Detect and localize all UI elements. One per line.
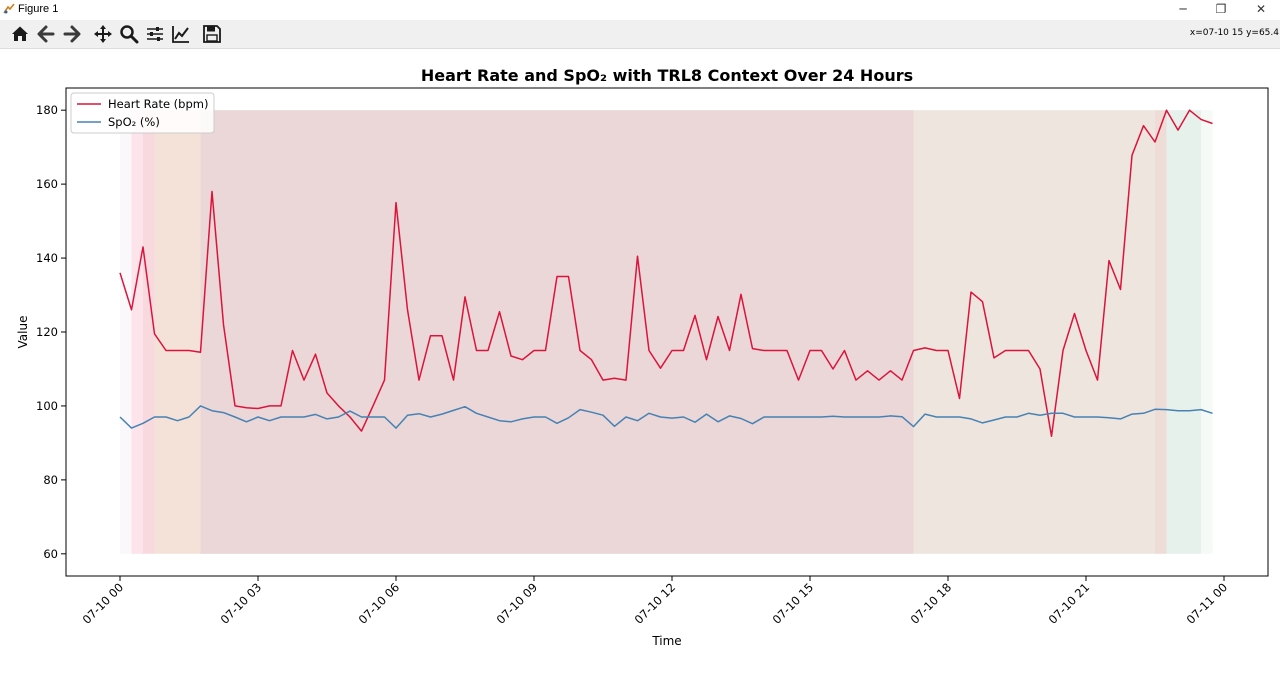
context-band-5: [913, 110, 1155, 554]
save-icon: [203, 25, 221, 43]
forward-arrow-icon: [63, 25, 81, 43]
context-band-1: [131, 110, 143, 554]
home-button[interactable]: [9, 23, 31, 45]
legend: Heart Rate (bpm) SpO₂ (%): [70, 92, 215, 134]
chart-title: Heart Rate and SpO₂ with TRL8 Context Ov…: [421, 66, 913, 85]
edit-axis-button[interactable]: [170, 23, 192, 45]
close-button[interactable]: ✕: [1255, 2, 1267, 16]
y-tick-label-3: 120: [36, 325, 58, 339]
y-axis-label: Value: [16, 316, 30, 349]
context-bands: [120, 110, 1213, 554]
window-title: Figure 1: [18, 3, 59, 15]
pan-icon: [94, 25, 112, 43]
pan-button[interactable]: [92, 23, 114, 45]
navigation-toolbar: x=07-10 15 y=65.4: [0, 20, 1280, 49]
legend-label-heart-rate: Heart Rate (bpm): [108, 97, 208, 111]
restore-button[interactable]: ❐: [1215, 2, 1227, 16]
zoom-icon: [120, 25, 139, 44]
y-tick-label-2: 100: [36, 399, 58, 413]
series-lines: [119, 109, 1213, 438]
context-band-6: [1155, 110, 1167, 554]
matplotlib-app-icon: [3, 3, 15, 14]
y-tick-label-1: 80: [43, 473, 58, 487]
home-icon: [12, 26, 28, 41]
context-band-4: [200, 110, 914, 554]
cursor-coordinates: x=07-10 15 y=65.4: [1189, 28, 1279, 38]
zoom-button[interactable]: [118, 23, 140, 45]
legend-label-spo2: SpO₂ (%): [108, 115, 160, 129]
series-line-heart-rate: [119, 109, 1213, 438]
y-tick-label-4: 140: [36, 251, 58, 265]
series-line-spo2: [119, 405, 1213, 429]
axes-frame: [65, 87, 1269, 577]
forward-button[interactable]: [61, 23, 83, 45]
configure-subplots-button[interactable]: [144, 23, 166, 45]
context-band-2: [143, 110, 155, 554]
back-button[interactable]: [35, 23, 57, 45]
window-titlebar: Figure 1 ─ ❐ ✕: [0, 0, 1280, 20]
edit-axis-icon: [172, 26, 189, 43]
legend-box: [70, 92, 215, 134]
save-button[interactable]: [201, 23, 223, 45]
minimize-button[interactable]: ─: [1179, 2, 1187, 16]
back-arrow-icon: [37, 25, 55, 43]
context-band-0: [120, 110, 132, 554]
y-tick-label-0: 60: [43, 547, 58, 561]
y-tick-label-5: 160: [36, 177, 58, 191]
context-band-8: [1201, 110, 1213, 554]
context-band-7: [1166, 110, 1201, 554]
configure-subplots-icon: [147, 27, 163, 41]
context-band-3: [154, 110, 201, 554]
y-tick-label-6: 180: [36, 103, 58, 117]
x-axis-label: Time: [651, 634, 681, 648]
